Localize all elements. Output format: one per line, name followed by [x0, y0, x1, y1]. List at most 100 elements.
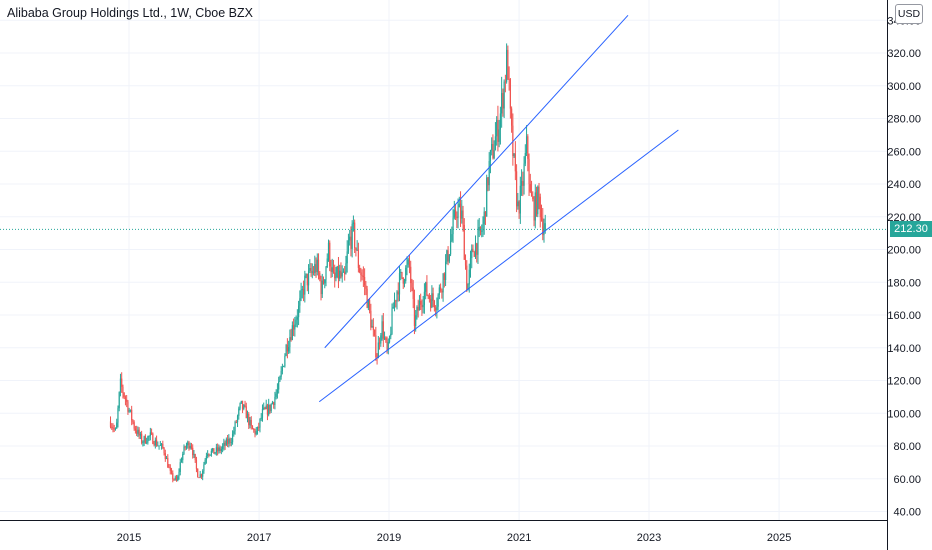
candle-body [336, 266, 338, 278]
chart-grid [0, 0, 887, 520]
candle-body [265, 405, 267, 409]
candle-body [226, 439, 229, 444]
trendline [324, 15, 629, 349]
x-tick-label: 2025 [767, 532, 791, 544]
candle-body [235, 422, 237, 423]
candle-body [447, 250, 449, 262]
candle-body [532, 196, 534, 200]
candle-body [246, 413, 249, 419]
candle-body [395, 300, 397, 302]
candle-body [271, 402, 274, 405]
candle-body [444, 261, 447, 281]
candle-body [498, 129, 500, 142]
candle-body [162, 443, 164, 448]
candle-body [369, 300, 371, 311]
y-tick-label: 160.00 [887, 310, 921, 322]
candle-body [514, 153, 516, 172]
candle-body [331, 267, 333, 272]
candle-body [357, 249, 359, 268]
candle-body [459, 203, 462, 219]
candle-body [189, 445, 191, 449]
candle-body [418, 300, 421, 311]
candle-body [462, 210, 464, 225]
candle-body [311, 271, 313, 273]
candle-body [296, 317, 298, 320]
candle-body [351, 223, 353, 249]
candle-body [172, 473, 174, 480]
candle-body [200, 474, 203, 477]
candle-body [326, 258, 328, 268]
candle-body [164, 453, 166, 459]
y-tick-label: 100.00 [887, 408, 921, 420]
candle-body [491, 143, 493, 151]
candle-body [383, 337, 386, 339]
candle-body [441, 290, 443, 293]
candle-body [220, 448, 222, 451]
candle-body [474, 243, 477, 257]
candle-body [248, 413, 250, 426]
candle-body [452, 217, 454, 235]
candle-body [401, 271, 403, 278]
candle-body [240, 400, 242, 404]
candle-body [233, 431, 235, 434]
candle-body [449, 240, 452, 255]
y-tick-label: 320.00 [887, 48, 921, 60]
candle-body [372, 326, 374, 330]
candle-body [533, 199, 535, 221]
candle-body [542, 218, 544, 236]
candle-body [398, 273, 401, 295]
candle-body [538, 186, 540, 197]
candle-body [190, 445, 193, 448]
candle-body [471, 248, 473, 259]
candle-body [431, 293, 433, 308]
candle-body [258, 426, 260, 428]
candle-body [129, 409, 132, 411]
candle-body [285, 344, 287, 356]
candle-body [182, 454, 184, 461]
candle-body [513, 153, 515, 156]
candle-body [525, 136, 528, 153]
candle-body [137, 429, 139, 434]
candle-body [185, 445, 188, 448]
candle-body [288, 346, 290, 352]
candle-body [478, 227, 480, 231]
candle-body [244, 405, 246, 407]
candle-body [366, 288, 368, 308]
candle-body [388, 336, 391, 343]
candle-body [540, 217, 543, 219]
candle-body [122, 386, 124, 394]
candle-body [467, 284, 469, 291]
candle-body [202, 470, 204, 477]
candle-body [458, 203, 460, 208]
candle-body [543, 229, 545, 236]
candle-body [381, 321, 383, 336]
candle-body [319, 272, 321, 280]
candle-body [234, 422, 236, 432]
candle-body [306, 273, 308, 286]
candle-body [527, 136, 529, 159]
candle-body [307, 270, 310, 286]
candle-body [484, 211, 487, 217]
candle-body [482, 224, 484, 231]
candle-body [149, 432, 151, 436]
y-tick-label: 260.00 [887, 146, 921, 158]
candle-body [160, 443, 163, 446]
candle-body [451, 234, 453, 241]
candle-body [121, 378, 123, 387]
currency-button[interactable]: USD [895, 4, 923, 24]
candle-body [315, 264, 317, 272]
candle-body [250, 420, 252, 426]
candle-body [194, 453, 196, 460]
candle-body [158, 445, 160, 447]
candle-body [223, 442, 225, 447]
candle-body [269, 404, 271, 412]
candle-body [241, 400, 244, 410]
candle-body [453, 209, 455, 218]
candle-body [192, 447, 194, 456]
candle-body [464, 259, 467, 266]
candle-body [157, 445, 159, 447]
candle-body [367, 300, 369, 308]
candle-body [205, 456, 208, 460]
candle-body [243, 405, 245, 410]
